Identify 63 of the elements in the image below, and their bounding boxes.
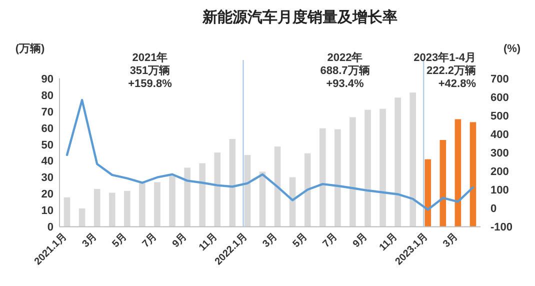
y2-axis-title: (%): [503, 43, 521, 55]
x-tick-label: 3月: [80, 231, 100, 250]
bar: [319, 128, 326, 227]
bar: [229, 138, 236, 227]
bar: [244, 154, 251, 227]
line-series: [66, 98, 474, 211]
bar: [364, 110, 371, 227]
y2-tick-label: 600: [490, 92, 509, 104]
x-tick-label: 9月: [170, 231, 190, 250]
bar: [440, 140, 446, 227]
bar: [139, 182, 146, 227]
y2-tick-label: 700: [490, 73, 509, 86]
annotation: 2023年1-4月 222.2万辆 +42.8%: [414, 51, 476, 90]
bar: [304, 153, 311, 227]
y2-tick-label: 400: [490, 128, 509, 141]
y2-tick-label: 300: [490, 148, 509, 160]
bar: [394, 98, 401, 227]
bar: [169, 176, 176, 227]
bar: [334, 129, 341, 227]
x-tick-label: 3月: [260, 231, 280, 250]
bar: [199, 163, 206, 227]
bar: [380, 108, 386, 227]
y2-tick-label: 500: [490, 110, 509, 122]
y2-tick-label: 200: [490, 166, 509, 178]
y-tick-label: 70: [41, 106, 54, 118]
bar: [454, 119, 462, 227]
y-tick-label: 40: [41, 156, 54, 168]
y-tick-label: 50: [41, 139, 54, 152]
bar: [108, 192, 116, 227]
y2-tick-label: -100: [490, 222, 513, 234]
bar: [424, 159, 432, 227]
y2-tick-label: 0: [490, 203, 497, 216]
x-tick-label: 9月: [351, 231, 370, 250]
x-tick-label: 7月: [140, 231, 160, 250]
bar: [154, 182, 160, 227]
x-tick-label: 3月: [441, 231, 460, 250]
y-tick-label: 10: [41, 205, 54, 218]
x-tick-label: 7月: [321, 231, 340, 250]
y-tick-label: 90: [41, 73, 54, 86]
x-tick-label: 11月: [378, 231, 400, 254]
annotation: 2022年 688.7万辆 +93.4%: [320, 51, 370, 90]
y-tick-label: 20: [41, 188, 54, 201]
bar: [470, 122, 476, 227]
y-tick-label: 60: [41, 122, 54, 135]
bar: [64, 197, 70, 227]
x-tick-label: 5月: [110, 231, 130, 250]
annotation: 2021年 351万辆 +159.8%: [128, 51, 172, 90]
x-tick-label: 5月: [290, 231, 310, 250]
x-tick-label: 11月: [197, 231, 220, 254]
bar: [94, 188, 100, 227]
y-tick-label: 30: [41, 172, 54, 184]
bar: [124, 190, 130, 227]
bar: [78, 208, 86, 227]
bar: [350, 117, 356, 227]
y-tick-label: 80: [41, 90, 54, 102]
y2-tick-label: 100: [490, 184, 509, 197]
chart-title: 新能源汽车月度销量及增长率: [202, 8, 398, 26]
y-axis-title: (万辆): [15, 42, 45, 55]
bar: [184, 168, 190, 227]
bar: [214, 152, 221, 227]
bar: [274, 146, 281, 227]
bar: [410, 92, 416, 227]
y-tick-label: 0: [47, 222, 54, 234]
